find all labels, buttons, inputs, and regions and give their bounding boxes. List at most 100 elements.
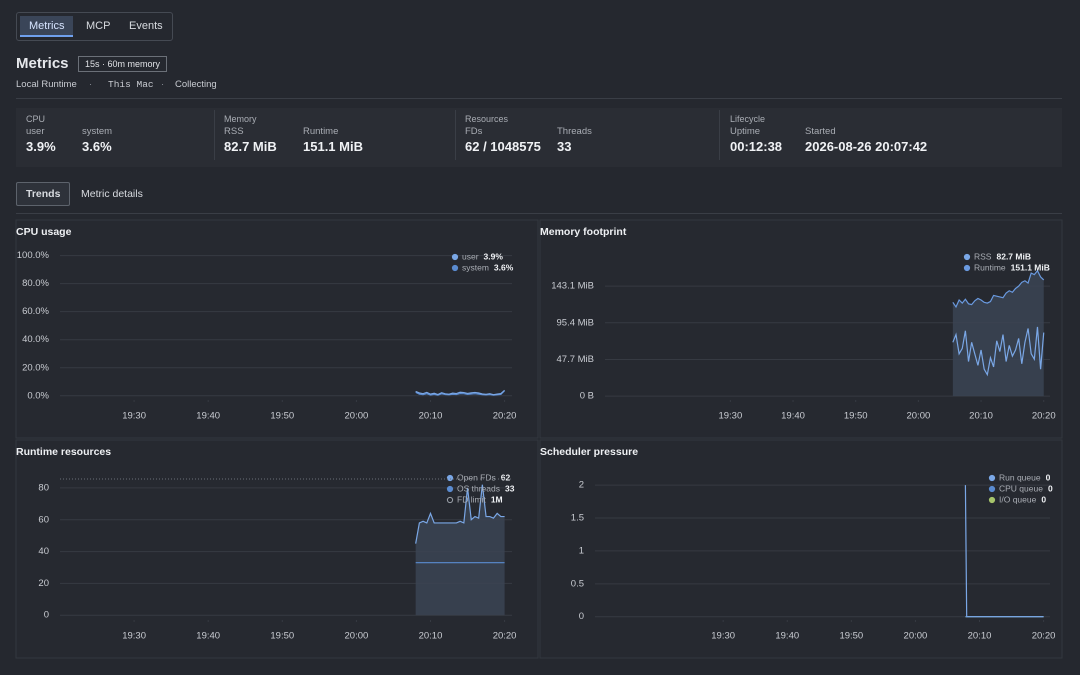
stat-value: 3.9% — [26, 139, 56, 154]
y-tick-label: 80 — [38, 482, 49, 493]
x-tick-label: 20:10 — [969, 411, 993, 422]
x-tick-label: 20:00 — [904, 631, 928, 642]
y-tick-label: 95.4 MiB — [557, 317, 595, 328]
separator: · — [161, 79, 165, 90]
legend-marker — [988, 474, 996, 482]
stat-label: FDs — [465, 126, 483, 137]
divider — [16, 213, 1062, 214]
legend-marker — [451, 264, 459, 272]
legend-label: CPU queue — [999, 483, 1043, 493]
chart-panel — [15, 219, 539, 439]
y-tick-label: 60.0% — [22, 306, 49, 317]
line — [415, 389, 505, 396]
x-tick-label: 19:40 — [781, 411, 805, 422]
legend-label: Runtime — [974, 262, 1006, 272]
legend-value: 0 — [1041, 494, 1046, 504]
subtitle: Local Runtime — [16, 79, 77, 90]
line — [415, 390, 506, 396]
chart-panel — [539, 439, 1063, 659]
stat-label: Uptime — [730, 126, 761, 137]
badge: 15s · 60m memory — [78, 56, 168, 72]
x-tick-label: 20:00 — [345, 631, 369, 642]
line — [415, 484, 505, 544]
y-tick-label: 60 — [38, 514, 49, 525]
legend-value: 62 — [501, 472, 511, 482]
chart-title: Runtime resources — [16, 446, 111, 458]
stat-label: RSS — [224, 126, 244, 137]
stat-label: Threads — [557, 126, 592, 137]
stat-value: 62 / 1048575 — [465, 139, 541, 154]
y-tick-label: 0 — [44, 610, 49, 621]
x-tick-label: 19:30 — [711, 631, 735, 642]
y-tick-label: 1.5 — [571, 513, 584, 524]
stat-group-label: Lifecycle — [730, 114, 766, 124]
legend-marker — [446, 474, 454, 482]
x-tick-label: 19:40 — [196, 411, 220, 422]
x-tick-label: 19:50 — [270, 631, 294, 642]
stat-group-label: CPU — [26, 114, 46, 124]
subtab[interactable]: Metric details — [81, 188, 143, 200]
line — [952, 269, 1045, 309]
x-tick-label: 19:50 — [844, 411, 868, 422]
x-tick-label: 20:00 — [906, 411, 930, 422]
legend-marker — [988, 496, 996, 504]
y-tick-label: 80.0% — [22, 278, 49, 289]
page-title: Metrics — [16, 55, 69, 72]
x-tick-label: 19:30 — [122, 631, 146, 642]
y-tick-label: 0.0% — [27, 390, 49, 401]
x-tick-label: 20:10 — [968, 631, 992, 642]
stat-value: 3.6% — [82, 139, 112, 154]
legend-value: 0 — [1046, 472, 1051, 482]
x-tick-label: 19:50 — [839, 631, 863, 642]
legend-value: 0 — [1048, 483, 1053, 493]
y-tick-label: 20.0% — [22, 362, 49, 373]
legend-value: 3.6% — [494, 262, 514, 272]
stat-value: 151.1 MiB — [303, 139, 363, 154]
legend-label: system — [462, 262, 489, 272]
x-tick-label: 19:30 — [718, 411, 742, 422]
divider — [455, 110, 456, 160]
legend-label: I/O queue — [999, 494, 1037, 504]
subtab[interactable]: Trends — [16, 182, 71, 206]
y-tick-label: 100.0% — [17, 250, 50, 261]
y-tick-label: 20 — [38, 578, 49, 589]
legend-marker — [963, 264, 971, 272]
legend-marker — [963, 253, 971, 261]
x-tick-label: 20:20 — [1032, 411, 1056, 422]
tab[interactable]: Metrics — [20, 16, 74, 37]
y-tick-label: 0 — [579, 611, 584, 622]
legend-marker — [446, 485, 454, 493]
legend-label: OS threads — [457, 483, 500, 493]
legend-marker — [451, 253, 459, 261]
line — [952, 326, 1045, 377]
x-tick-label: 19:40 — [196, 631, 220, 642]
stat-label: system — [82, 126, 113, 137]
x-tick-label: 20:10 — [419, 411, 443, 422]
x-tick-label: 19:40 — [775, 631, 799, 642]
legend-marker — [446, 496, 454, 504]
separator: · — [89, 79, 93, 90]
subtitle: This Mac — [108, 79, 154, 90]
x-tick-label: 20:00 — [345, 411, 369, 422]
x-tick-label: 20:20 — [493, 411, 517, 422]
divider — [719, 110, 720, 160]
tab[interactable]: Events — [129, 20, 163, 32]
subtitle: Collecting — [175, 79, 217, 90]
area — [952, 270, 1044, 397]
stat-value: 33 — [557, 139, 572, 154]
stat-value: 82.7 MiB — [224, 139, 277, 154]
divider — [214, 110, 215, 160]
tab[interactable]: MCP — [86, 20, 111, 32]
chart-title: Scheduler pressure — [540, 446, 638, 458]
x-tick-label: 20:20 — [1032, 631, 1056, 642]
area — [415, 484, 505, 616]
y-tick-label: 40 — [38, 546, 49, 557]
y-tick-label: 40.0% — [22, 334, 49, 345]
legend-label: RSS — [974, 251, 992, 261]
legend-label: Open FDs — [457, 472, 496, 482]
legend-marker — [988, 485, 996, 493]
x-tick-label: 20:20 — [493, 631, 517, 642]
x-tick-label: 20:10 — [419, 631, 443, 642]
y-tick-label: 1 — [579, 545, 584, 556]
